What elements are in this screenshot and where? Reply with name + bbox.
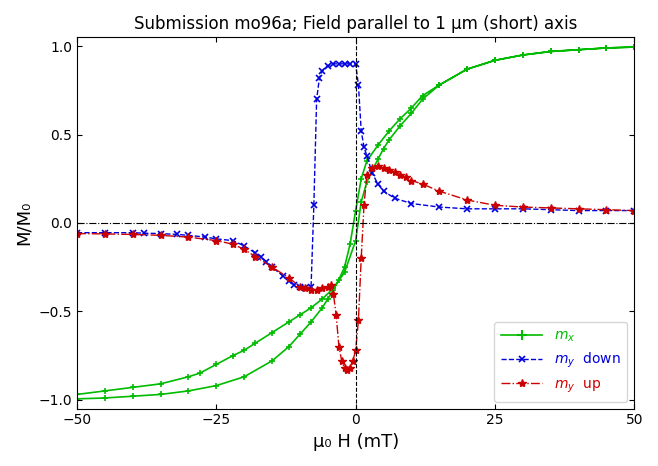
Y-axis label: M/M₀: M/M₀ (15, 201, 33, 245)
Title: Submission mo96a; Field parallel to 1 μm (short) axis: Submission mo96a; Field parallel to 1 μm… (134, 15, 577, 33)
Legend: $m_x$, $m_y$  down, $m_y$  up: $m_x$, $m_y$ down, $m_y$ up (494, 322, 627, 402)
X-axis label: μ₀ H (mT): μ₀ H (mT) (313, 433, 399, 451)
